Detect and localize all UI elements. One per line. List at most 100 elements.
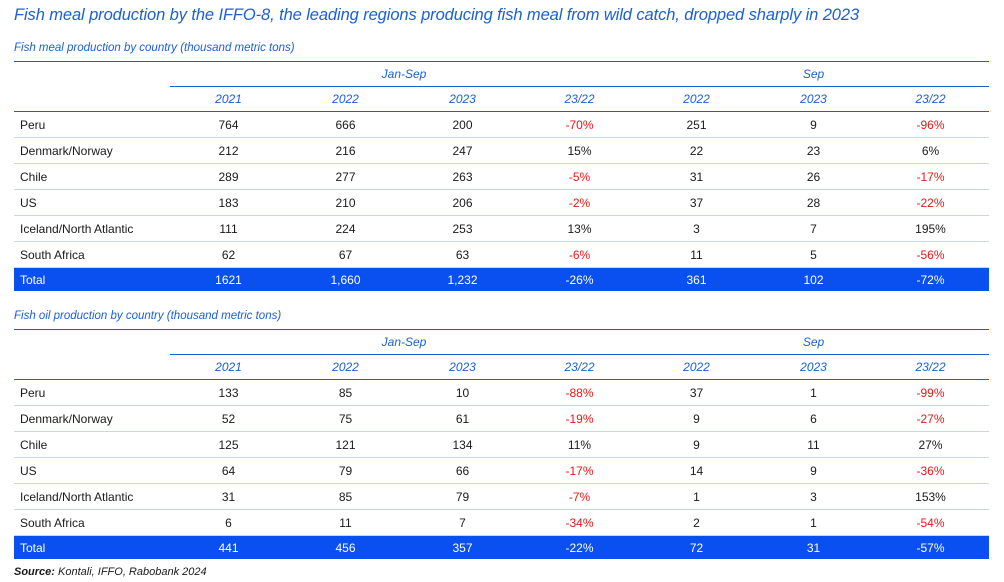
- row-value: 1: [755, 379, 872, 406]
- row-value: -27%: [872, 405, 989, 432]
- row-value: -5%: [521, 163, 638, 190]
- page-title: Fish meal production by the IFFO-8, the …: [14, 6, 860, 24]
- row-value: 133: [170, 379, 287, 406]
- row-value: -7%: [521, 483, 638, 510]
- column-header-row: 2021 2022 2023 23/22 2022 2023 23/22: [14, 86, 989, 112]
- row-value: 9: [638, 431, 755, 458]
- row-value: 79: [404, 483, 521, 510]
- row-value: 27%: [872, 431, 989, 458]
- row-value: 289: [170, 163, 287, 190]
- row-value: 67: [287, 241, 404, 268]
- row-value: 23: [755, 137, 872, 164]
- source-text: Kontali, IFFO, Rabobank 2024: [54, 566, 207, 578]
- row-value: 2: [638, 509, 755, 536]
- row-value: 6: [170, 509, 287, 536]
- total-value: -57%: [872, 535, 989, 559]
- column-header-row: 2021 2022 2023 23/22 2022 2023 23/22: [14, 354, 989, 380]
- table-row: Chile 125 121 134 11% 9 11 27%: [14, 431, 989, 458]
- column-header-blank: [14, 354, 170, 380]
- column-header-blank: [14, 86, 170, 112]
- row-value: 9: [755, 111, 872, 138]
- row-value: 15%: [521, 137, 638, 164]
- row-value: -22%: [872, 189, 989, 216]
- row-value: 216: [287, 137, 404, 164]
- column-header: 2023: [404, 86, 521, 112]
- row-value: 11: [755, 431, 872, 458]
- row-value: 6%: [872, 137, 989, 164]
- row-country: Chile: [14, 431, 170, 458]
- row-value: -56%: [872, 241, 989, 268]
- row-value: 121: [287, 431, 404, 458]
- row-country: US: [14, 189, 170, 216]
- fish-meal-table: Jan-Sep Sep 2021 2022 2023 23/22 2022 2023 23/22…: [14, 61, 989, 291]
- total-label: Total: [14, 267, 170, 291]
- row-value: 3: [755, 483, 872, 510]
- table-row: US 64 79 66 -17% 14 9 -36%: [14, 457, 989, 484]
- group-header-row: Jan-Sep Sep: [14, 329, 989, 355]
- column-header: 2022: [638, 86, 755, 112]
- row-value: 14: [638, 457, 755, 484]
- group-header-blank: [14, 329, 170, 355]
- fish-meal-table-label: Fish meal production by country (thousan…: [14, 42, 295, 54]
- row-value: 64: [170, 457, 287, 484]
- row-value: 11: [287, 509, 404, 536]
- total-value: 441: [170, 535, 287, 559]
- row-country: Iceland/North Atlantic: [14, 483, 170, 510]
- row-value: 85: [287, 379, 404, 406]
- row-value: 28: [755, 189, 872, 216]
- row-value: 253: [404, 215, 521, 242]
- fish-oil-table-label: Fish oil production by country (thousand…: [14, 310, 282, 322]
- row-value: 5: [755, 241, 872, 268]
- row-value: 9: [638, 405, 755, 432]
- fish-oil-table: Jan-Sep Sep 2021 2022 2023 23/22 2022 2023 23/22…: [14, 329, 989, 559]
- group-header-blank: [14, 61, 170, 87]
- table-row: Denmark/Norway 212 216 247 15% 22 23 6%: [14, 137, 989, 164]
- table-row: Chile 289 277 263 -5% 31 26 -17%: [14, 163, 989, 190]
- row-value: 11: [638, 241, 755, 268]
- table-row: South Africa 6 11 7 -34% 2 1 -54%: [14, 509, 989, 536]
- row-value: 1: [755, 509, 872, 536]
- row-value: 210: [287, 189, 404, 216]
- total-row: Total 441 456 357 -22% 72 31 -57%: [14, 535, 989, 559]
- row-value: 224: [287, 215, 404, 242]
- row-value: -70%: [521, 111, 638, 138]
- column-header: 23/22: [872, 354, 989, 380]
- row-value: -96%: [872, 111, 989, 138]
- row-country: South Africa: [14, 241, 170, 268]
- source-label: Source:: [14, 566, 55, 578]
- row-value: 200: [404, 111, 521, 138]
- row-value: 7: [404, 509, 521, 536]
- row-value: 251: [638, 111, 755, 138]
- row-value: 75: [287, 405, 404, 432]
- row-value: 52: [170, 405, 287, 432]
- group-header-row: Jan-Sep Sep: [14, 61, 989, 87]
- total-label: Total: [14, 535, 170, 559]
- row-value: -2%: [521, 189, 638, 216]
- row-value: -34%: [521, 509, 638, 536]
- row-value: 62: [170, 241, 287, 268]
- table-row: US 183 210 206 -2% 37 28 -22%: [14, 189, 989, 216]
- column-header: 2021: [170, 354, 287, 380]
- row-value: 66: [404, 457, 521, 484]
- row-value: 153%: [872, 483, 989, 510]
- column-header: 2023: [404, 354, 521, 380]
- row-value: -36%: [872, 457, 989, 484]
- row-value: 277: [287, 163, 404, 190]
- column-header: 2023: [755, 86, 872, 112]
- source-note: Source: Kontali, IFFO, Rabobank 2024: [14, 566, 207, 578]
- row-value: 125: [170, 431, 287, 458]
- total-value: -22%: [521, 535, 638, 559]
- table-row: Iceland/North Atlantic 31 85 79 -7% 1 3 153%: [14, 483, 989, 510]
- row-country: US: [14, 457, 170, 484]
- total-value: -26%: [521, 267, 638, 291]
- row-value: -99%: [872, 379, 989, 406]
- row-value: 3: [638, 215, 755, 242]
- row-value: 37: [638, 379, 755, 406]
- row-value: 26: [755, 163, 872, 190]
- total-value: 361: [638, 267, 755, 291]
- row-country: Peru: [14, 379, 170, 406]
- row-value: 63: [404, 241, 521, 268]
- row-country: South Africa: [14, 509, 170, 536]
- row-value: 206: [404, 189, 521, 216]
- row-value: 6: [755, 405, 872, 432]
